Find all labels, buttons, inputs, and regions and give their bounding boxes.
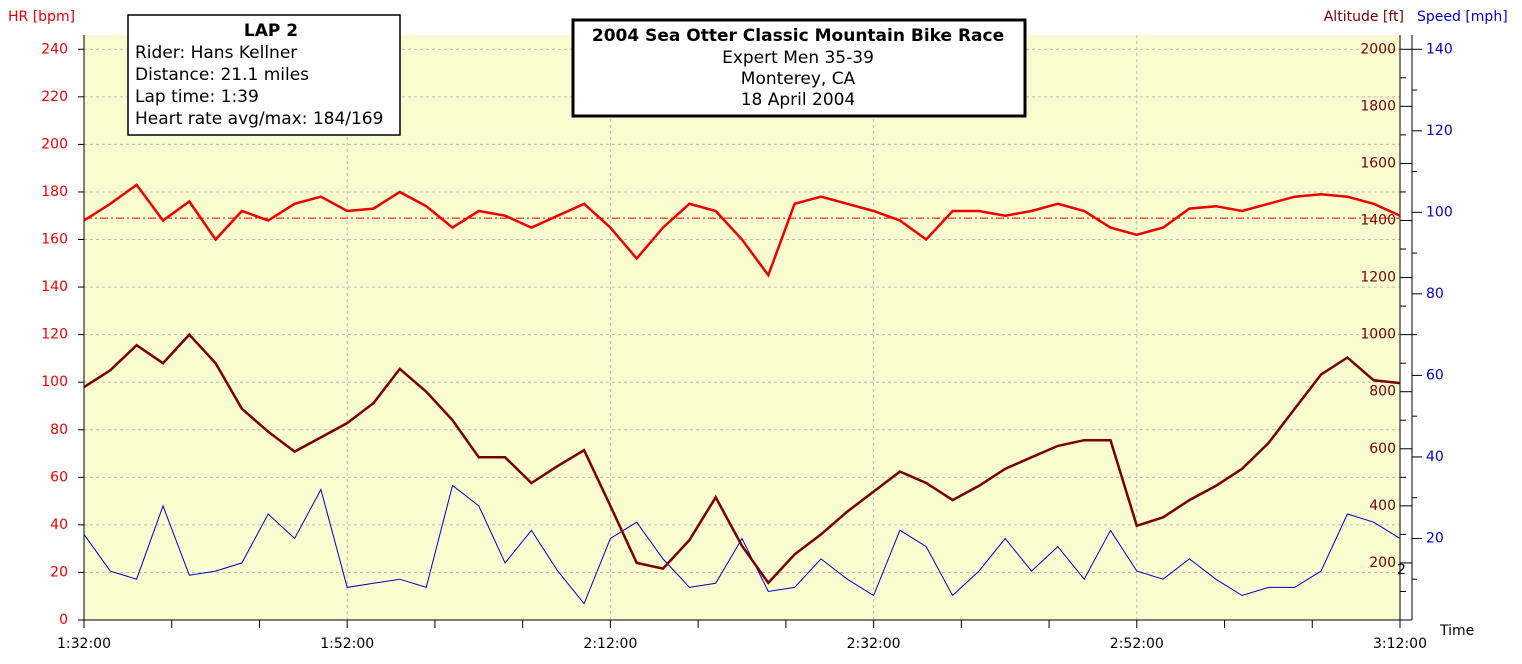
- chart-title: 2004 Sea Otter Classic Mountain Bike Rac…: [592, 26, 1004, 46]
- y3-tick-label: 140: [1426, 41, 1453, 57]
- info-box-line: Lap time: 1:39: [135, 87, 259, 107]
- y2-tick-label: 1400: [1360, 212, 1396, 228]
- y-tick-label: 40: [50, 517, 68, 533]
- y2-tick-label: 1000: [1360, 327, 1396, 343]
- y2-tick-label: 2000: [1360, 41, 1396, 57]
- x-tick-label: 2:12:00: [583, 636, 637, 652]
- y2-tick-label: 800: [1369, 384, 1396, 400]
- y-tick-label: 20: [50, 564, 68, 580]
- y3-tick-label: 60: [1426, 367, 1444, 383]
- chart-subtitle: 18 April 2004: [741, 90, 856, 110]
- y2-tick-label: 1600: [1360, 155, 1396, 171]
- y-tick-label: 100: [41, 374, 68, 390]
- x-tick-label: 3:12:00: [1373, 636, 1427, 652]
- x-axis-label: Time: [1439, 623, 1474, 639]
- lap-marker: 2: [1397, 562, 1406, 578]
- chart-subtitle: Expert Men 35-39: [722, 48, 874, 68]
- x-tick-label: 1:32:00: [57, 636, 111, 652]
- y2-axis-label: Altitude [ft]: [1324, 9, 1404, 25]
- y2-tick-label: 1800: [1360, 98, 1396, 114]
- info-box-frame: [127, 14, 401, 136]
- y3-tick-label: 40: [1426, 449, 1444, 465]
- info-box-line: Rider: Hans Kellner: [135, 43, 297, 63]
- y-tick-label: 140: [41, 279, 68, 295]
- y-tick-label: 240: [41, 41, 68, 57]
- y-tick-label: 120: [41, 327, 68, 343]
- y2-tick-label: 1200: [1360, 270, 1396, 286]
- y-tick-label: 80: [50, 422, 68, 438]
- y-tick-label: 0: [59, 612, 68, 628]
- x-tick-label: 2:32:00: [847, 636, 901, 652]
- y2-tick-label: 600: [1369, 441, 1396, 457]
- series-line: [83, 332, 1401, 585]
- y2-tick-label: 200: [1369, 555, 1396, 571]
- y-axis-label: HR [bpm]: [8, 9, 75, 25]
- y3-tick-label: 80: [1426, 286, 1444, 302]
- y3-tick-label: 120: [1426, 123, 1453, 139]
- y-tick-label: 220: [41, 89, 68, 105]
- y-tick-label: 60: [50, 469, 68, 485]
- x-tick-label: 2:52:00: [1110, 636, 1164, 652]
- y-tick-label: 200: [41, 136, 68, 152]
- info-box-line: Heart rate avg/max: 184/169: [135, 109, 383, 129]
- series-line: [83, 183, 1401, 278]
- y-tick-label: 180: [41, 184, 68, 200]
- y-tick-label: 160: [41, 232, 68, 248]
- y2-tick-label: 400: [1369, 498, 1396, 514]
- info-box-line: Distance: 21.1 miles: [135, 65, 309, 85]
- y3-axis-label: Speed [mph]: [1417, 9, 1508, 25]
- y3-tick-label: 20: [1426, 530, 1444, 546]
- y3-tick-label: 100: [1426, 204, 1453, 220]
- title-box-frame: [571, 18, 1027, 118]
- chart-subtitle: Monterey, CA: [741, 69, 856, 89]
- series-line: [83, 484, 1401, 605]
- x-tick-label: 1:52:00: [320, 636, 374, 652]
- info-box-title: LAP 2: [244, 21, 298, 41]
- title-box: 2004 Sea Otter Classic Mountain Bike Rac…: [571, 18, 1027, 118]
